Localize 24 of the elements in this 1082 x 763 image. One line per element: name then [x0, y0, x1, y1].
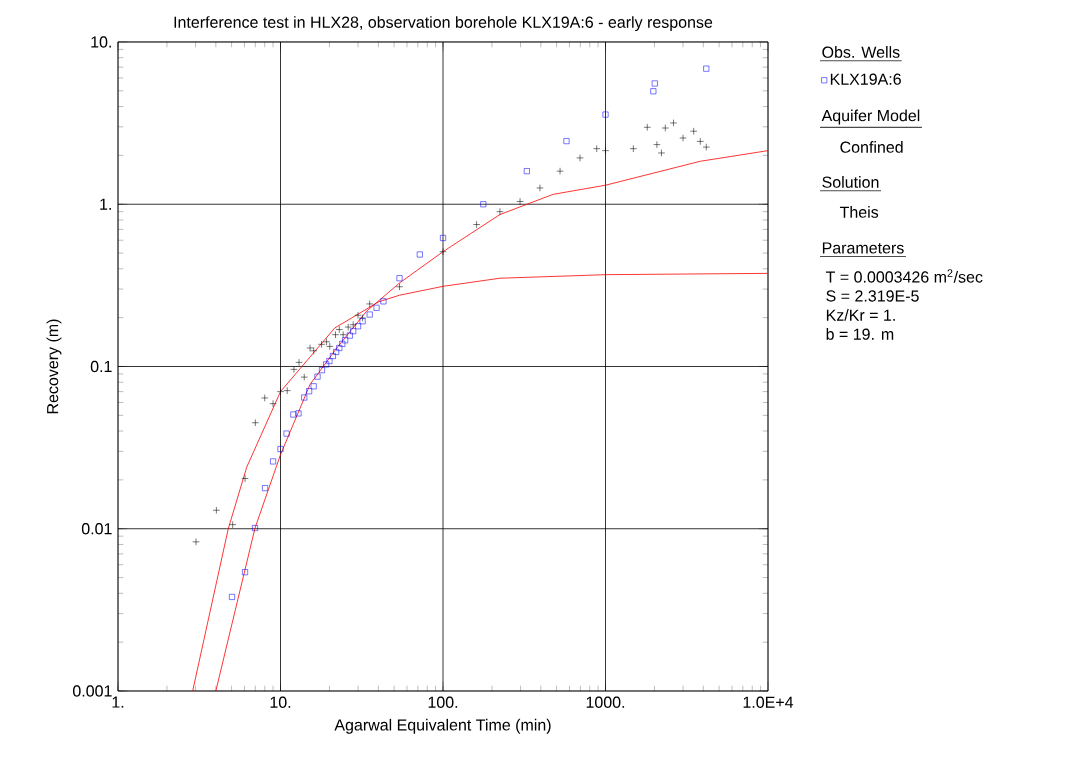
y-tick-label: 10. [91, 36, 111, 48]
text: Kz/Kr = 1. [826, 309, 895, 321]
text: T = 0.0003426 m$^{2}$/sec [825, 269, 983, 283]
x-tick-label: 1000. [586, 696, 625, 708]
text: Parameters [822, 242, 904, 254]
text: b = 19. m [826, 328, 894, 340]
x-tick-label: 1.0E+4 [743, 696, 794, 708]
text: Aquifer Model [821, 109, 920, 125]
y-tick-label: 0.1 [90, 360, 112, 373]
x-axis-title: Agarwal Equivalent Time (min) [334, 718, 551, 734]
y-tick-label: 0.01 [81, 523, 112, 535]
text: Confined [840, 141, 903, 153]
y-tick-label: 0.001 [73, 685, 112, 697]
x-tick-label: 1. [112, 696, 124, 708]
chart-title: Interference test in HLX28, observation borehole KLX19A:6 - early response [174, 16, 713, 32]
x-tick-label: 100. [428, 696, 458, 708]
text: Theis [839, 206, 879, 218]
x-tick-label: 10. [270, 696, 291, 708]
y-axis-title: Recovery (m) [46, 319, 62, 414]
text: S = 2.319E-5 [826, 290, 919, 302]
legend-label: KLX19A:6 [830, 73, 901, 85]
legend-title: Obs. Wells [822, 46, 900, 58]
y-tick-label: 1. [100, 198, 111, 210]
text: Solution [822, 176, 879, 188]
